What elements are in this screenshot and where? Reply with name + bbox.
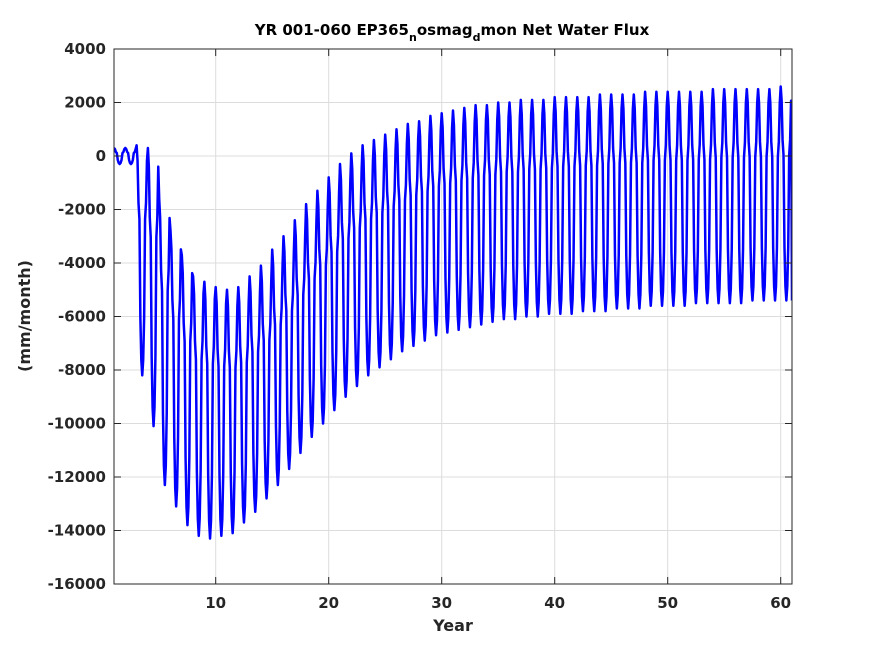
y-tick-label: -8000	[58, 361, 106, 379]
label-layer: 10 20 30 40 50 60 -16000 -14000 -12000 -10000 -800…	[48, 40, 792, 612]
x-tick-label: 60	[770, 594, 791, 612]
y-tick-label: 0	[96, 147, 106, 165]
title-subscript-2: d	[473, 31, 481, 44]
y-tick-label: -12000	[48, 468, 106, 486]
y-tick-label: -10000	[48, 415, 106, 433]
x-tick-label: 40	[544, 594, 565, 612]
x-tick-label: 20	[318, 594, 339, 612]
y-tick-label: -16000	[48, 575, 106, 593]
series-layer	[114, 85, 792, 540]
y-tick-label: 4000	[64, 40, 106, 58]
chart-title: YR 001-060 EP365nosmagdmon Net Water Flu…	[254, 21, 650, 44]
y-tick-label: -4000	[58, 254, 106, 272]
x-tick-label: 10	[205, 594, 226, 612]
y-tick-label: -6000	[58, 308, 106, 326]
title-subscript-1: n	[409, 31, 417, 44]
title-suffix: mon Net Water Flux	[480, 21, 649, 39]
y-tick-label: 2000	[64, 94, 106, 112]
x-axis-label: Year	[432, 616, 473, 635]
y-tick-label: -14000	[48, 522, 106, 540]
tick-layer	[114, 48, 792, 585]
net-water-flux-line	[114, 85, 792, 540]
title-middle: osmag	[417, 21, 473, 39]
y-tick-label: -2000	[58, 201, 106, 219]
y-axis-label: (mm/month)	[15, 260, 34, 372]
title-prefix: YR 001-060 EP365	[254, 21, 409, 39]
x-tick-label: 50	[657, 594, 678, 612]
x-tick-label: 30	[431, 594, 452, 612]
